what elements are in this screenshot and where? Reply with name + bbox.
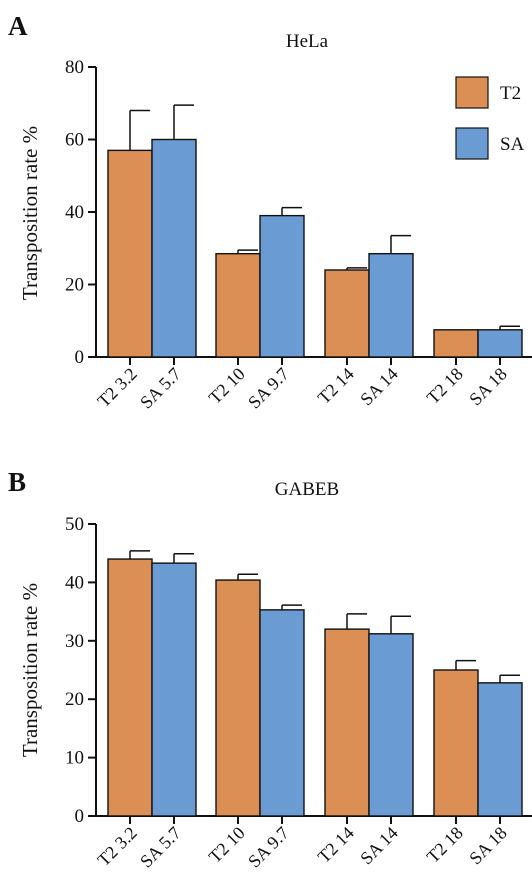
panel-b-letter: B [8,467,26,497]
panel-b-y-tick-label: 50 [65,514,84,535]
panel-a-bar-t2-14 [324,269,370,358]
panel-a-bar-t2-10 [215,252,261,358]
panel-b-bar-sa-9-7 [259,609,305,817]
panel-a-bar-sa-14 [368,252,414,358]
panel-a-bar-sa-9-7 [259,214,305,358]
panel-b-title: GABEB [275,479,339,500]
panel-b-x-tick-label: T2 14 [314,823,358,867]
panel-b-bar-t2-14 [324,628,370,817]
panel-a-x-tick-label: T2 14 [314,364,358,408]
panel-b-y-axis-label: Transposition rate % [18,583,42,757]
panel-b-x-tick-label: T2 3.2 [93,823,140,870]
panel-b-y-tick-label: 10 [65,748,84,769]
panel-b-bar-sa-5-7 [151,562,197,817]
panel-a-y-tick-label: 20 [65,275,84,296]
legend-swatch-t2 [455,76,489,109]
panel-b-x-tick-label: SA 5.7 [136,823,185,872]
panel-a-y-tick-label: 80 [65,57,84,78]
panel-a-title: HeLa [286,31,329,52]
panel-b-x-tick-label: SA 14 [356,823,402,869]
panel-a-bar-sa-5-7 [151,138,197,358]
legend: T2 SA [455,76,525,160]
panel-a-y-axis-label: Transposition rate % [18,126,42,300]
panel-a-bar-sa-18 [477,329,523,358]
panel-b-x-tick-label: SA 18 [465,823,511,869]
panel-a-x-tick-label: SA 9.7 [244,364,293,413]
panel-b-bar-t2-3-2 [107,558,153,817]
panel-b-x-tick-label: T2 18 [423,823,467,867]
panel-a-x-tick-label: T2 10 [205,364,249,408]
panel-b-y-tick-label: 40 [65,572,84,593]
panel-b-y-tick-label: 30 [65,631,84,652]
panel-a-y-tick-label: 60 [65,130,84,151]
panel-b-y-tick-label: 20 [65,689,84,710]
panel-a-bar-t2-3-2 [107,149,153,358]
panel-a-x-tick-label: T2 18 [423,364,467,408]
panel-b-y-tick-label: 0 [75,806,85,827]
panel-a-x-tick-label: SA 14 [356,364,402,410]
panel-b-x-tick-label: T2 10 [205,823,249,867]
panel-b-x-tick-label: SA 9.7 [244,823,293,872]
panel-a-x-tick-label: SA 5.7 [136,364,185,413]
panel-b-bar-sa-18 [477,682,523,817]
panel-a-bar-t2-18 [433,329,479,358]
legend-label-sa: SA [500,134,525,155]
panel-a-x-tick-label: T2 3.2 [93,364,140,411]
panel-a-y-tick-label: 0 [75,347,85,368]
legend-label-t2: T2 [500,83,521,104]
panel-a-letter: A [8,11,28,41]
panel-b-bar-t2-10 [215,579,261,817]
legend-swatch-sa [455,127,489,160]
panel-a-y-tick-label: 40 [65,202,84,223]
panel-b-bar-sa-14 [368,633,414,817]
panel-a-x-tick-label: SA 18 [465,364,511,410]
panel-b-bar-t2-18 [433,669,479,817]
